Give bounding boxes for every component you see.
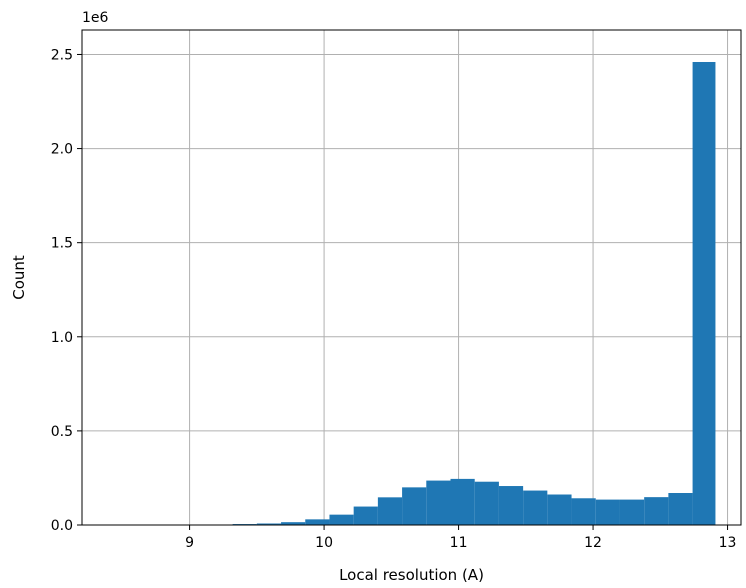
x-tick-label: 11 <box>450 535 468 551</box>
x-tick-label: 10 <box>315 535 333 551</box>
grid-lines <box>82 30 741 526</box>
histogram-bar <box>281 522 306 525</box>
y-tick-label: 1.5 <box>51 236 73 252</box>
axis-ticks: 9 10 11 12 13 0.0 0.5 1.0 1.5 2.0 2.5 <box>51 47 737 551</box>
histogram-bar <box>619 499 645 525</box>
histogram-bar <box>668 493 693 525</box>
histogram-bar <box>426 480 451 525</box>
x-axis-title: Local resolution (A) <box>339 566 484 584</box>
histogram-bar <box>595 499 620 525</box>
histogram-bar <box>353 506 378 525</box>
histogram-bar <box>305 519 330 525</box>
y-axis-title: Count <box>10 255 28 300</box>
histogram-bar <box>474 481 499 525</box>
y-tick-label: 2.5 <box>51 47 73 63</box>
histogram-bar <box>692 61 716 526</box>
y-tick-label: 0.5 <box>51 424 73 440</box>
histogram-bar <box>547 494 572 525</box>
y-tick-label: 2.0 <box>51 142 73 158</box>
histogram-bar <box>523 490 548 525</box>
y-tick-label: 1.0 <box>51 330 73 346</box>
histogram-bar <box>329 514 354 525</box>
histogram-bar <box>571 498 596 525</box>
histogram-bars <box>232 61 716 526</box>
y-axis-offset-label: 1e6 <box>82 10 109 26</box>
histogram-bar <box>498 486 524 525</box>
x-tick-label: 9 <box>185 535 194 551</box>
x-tick-label: 12 <box>584 535 602 551</box>
histogram-bar <box>644 497 669 525</box>
histogram-bar <box>450 478 475 525</box>
x-tick-label: 13 <box>719 535 737 551</box>
histogram-bar <box>256 523 282 525</box>
y-tick-label: 0.0 <box>51 518 73 534</box>
axes-frame <box>81 29 742 526</box>
histogram-bar <box>402 487 427 525</box>
histogram-bar <box>377 497 403 525</box>
